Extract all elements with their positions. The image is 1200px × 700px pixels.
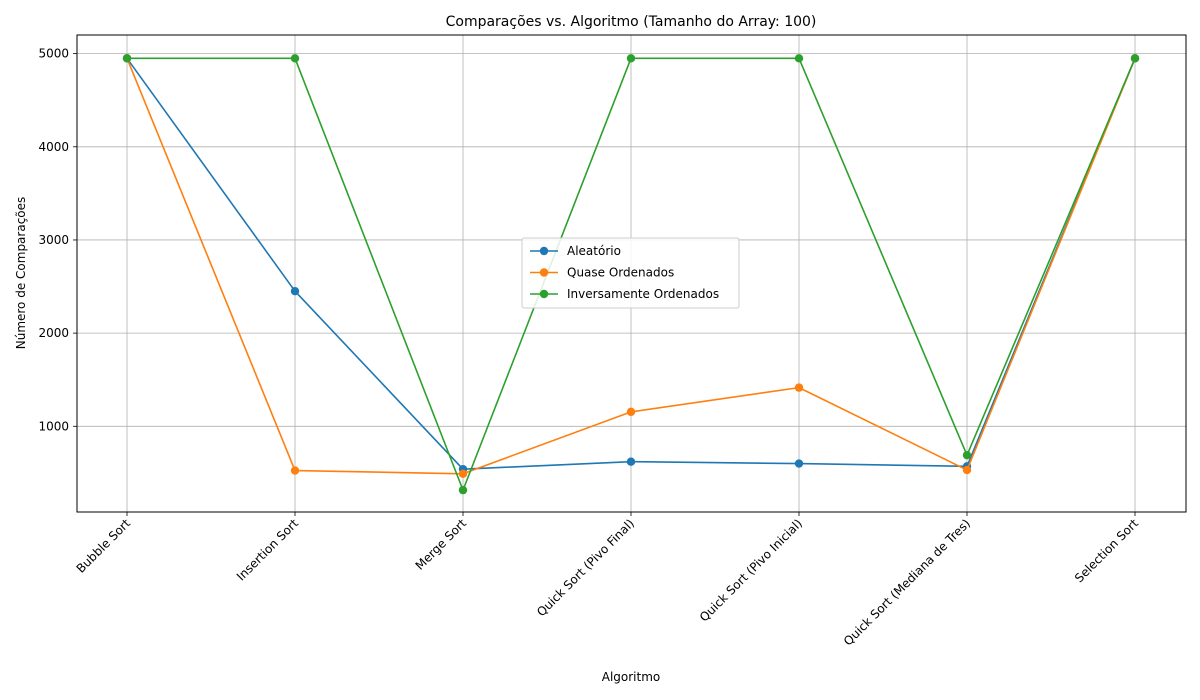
data-point	[794, 54, 804, 63]
data-point	[626, 54, 636, 63]
y-tick-label: 2000	[38, 326, 69, 340]
y-tick-label: 4000	[38, 140, 69, 154]
legend: Aleatório Quase Ordenados Inversamente Ord…	[521, 237, 740, 309]
legend-label: Inversamente Ordenados	[567, 287, 719, 301]
data-point	[458, 485, 468, 495]
legend-label: Quase Ordenados	[567, 266, 674, 280]
data-point	[626, 457, 636, 466]
data-point	[794, 383, 804, 392]
series-lines	[122, 54, 1140, 495]
legend-marker	[539, 289, 549, 299]
data-point	[458, 469, 468, 479]
y-axis-title: Número de Comparações	[14, 197, 28, 350]
series-2	[122, 54, 1140, 495]
y-tick-label: 3000	[38, 233, 69, 247]
data-point	[122, 54, 132, 63]
x-axis-title: Algoritmo	[602, 670, 661, 684]
chart-title: Comparações vs. Algoritmo (Tamanho do Ar…	[446, 14, 817, 30]
legend-box	[521, 237, 740, 309]
data-point	[962, 450, 972, 460]
data-point	[794, 459, 804, 468]
data-point	[290, 287, 300, 296]
y-tick-label: 5000	[38, 47, 69, 61]
y-tick-label: 1000	[38, 419, 69, 433]
data-point	[290, 466, 300, 475]
grid	[77, 35, 1186, 512]
data-point	[290, 54, 300, 63]
data-point	[1130, 54, 1140, 63]
data-point	[962, 465, 972, 475]
legend-label: Aleatório	[567, 244, 621, 258]
data-point	[626, 407, 636, 417]
legend-marker	[539, 268, 549, 277]
plot-frame	[76, 34, 1187, 513]
y-axis-ticks: 1000 2000 3000 4000 5000	[38, 47, 77, 433]
legend-marker	[539, 246, 549, 256]
